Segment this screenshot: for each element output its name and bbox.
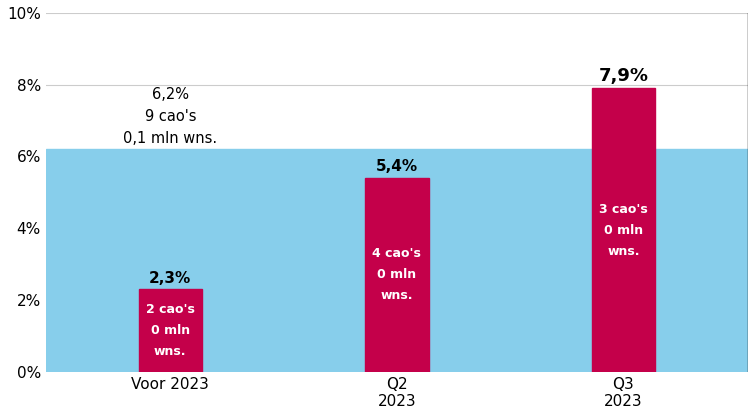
- Text: 7,9%: 7,9%: [599, 67, 649, 85]
- Bar: [46, 149, 748, 372]
- Bar: [139, 289, 202, 372]
- Text: 2 cao's
0 mln
wns.: 2 cao's 0 mln wns.: [146, 303, 195, 358]
- Bar: [365, 178, 429, 372]
- Bar: [592, 88, 655, 372]
- Text: 3 cao's
0 mln
wns.: 3 cao's 0 mln wns.: [599, 203, 648, 258]
- Text: 0,1 mln wns.: 0,1 mln wns.: [123, 131, 217, 146]
- Text: 5,4%: 5,4%: [376, 159, 418, 174]
- Text: 2,3%: 2,3%: [149, 271, 192, 286]
- Text: 6,2%: 6,2%: [152, 87, 189, 102]
- Text: 9 cao's: 9 cao's: [144, 109, 196, 124]
- Text: 4 cao's
0 mln
wns.: 4 cao's 0 mln wns.: [372, 248, 421, 302]
